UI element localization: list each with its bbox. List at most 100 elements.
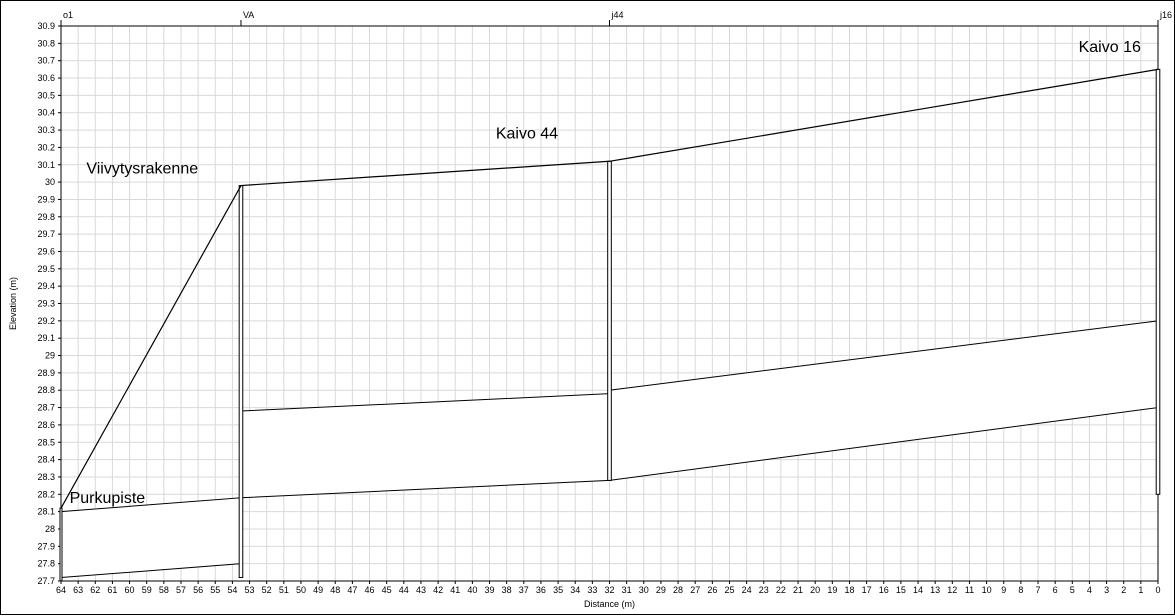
y-tick-label: 30.2	[37, 142, 55, 152]
x-tick-label: 35	[553, 585, 563, 595]
x-tick-label: 57	[176, 585, 186, 595]
y-tick-label: 28.8	[37, 385, 55, 395]
pipe	[61, 498, 241, 578]
x-tick-label: 50	[296, 585, 306, 595]
x-tick-label: 22	[776, 585, 786, 595]
y-tick-label: 28.2	[37, 489, 55, 499]
annotation: Kaivo 16	[1079, 39, 1141, 56]
y-tick-label: 29.2	[37, 316, 55, 326]
x-tick-label: 48	[330, 585, 340, 595]
x-tick-label: 24	[742, 585, 752, 595]
x-tick-label: 15	[896, 585, 906, 595]
y-tick-label: 29.6	[37, 246, 55, 256]
y-tick-label: 28.7	[37, 403, 55, 413]
x-tick-label: 6	[1053, 585, 1058, 595]
x-tick-label: 33	[587, 585, 597, 595]
y-tick-label: 29.7	[37, 229, 55, 239]
x-tick-label: 49	[313, 585, 323, 595]
x-tick-label: 25	[724, 585, 734, 595]
x-tick-label: 54	[227, 585, 237, 595]
top-marker-label: o1	[63, 10, 73, 20]
y-tick-label: 28.3	[37, 472, 55, 482]
x-tick-label: 18	[844, 585, 854, 595]
x-tick-label: 26	[707, 585, 717, 595]
x-tick-label: 60	[125, 585, 135, 595]
annotation: Purkupiste	[70, 490, 146, 507]
x-tick-label: 23	[759, 585, 769, 595]
y-tick-label: 27.9	[37, 541, 55, 551]
node-j44	[608, 161, 612, 480]
x-tick-label: 3	[1104, 585, 1109, 595]
x-tick-label: 16	[879, 585, 889, 595]
node-o1	[60, 508, 62, 581]
x-tick-label: 28	[673, 585, 683, 595]
y-tick-label: 30	[45, 177, 55, 187]
x-tick-label: 31	[622, 585, 632, 595]
x-tick-label: 41	[450, 585, 460, 595]
x-tick-label: 63	[73, 585, 83, 595]
y-tick-label: 28.4	[37, 455, 55, 465]
x-tick-label: 1	[1138, 585, 1143, 595]
y-tick-label: 29.4	[37, 281, 55, 291]
top-marker-label: VA	[243, 10, 254, 20]
profile-chart: 27.727.827.92828.128.228.328.428.528.628…	[1, 1, 1175, 616]
x-tick-label: 19	[827, 585, 837, 595]
annotation: Kaivo 44	[496, 126, 558, 143]
x-tick-label: 21	[793, 585, 803, 595]
x-tick-label: 46	[365, 585, 375, 595]
x-tick-label: 44	[399, 585, 409, 595]
x-tick-label: 30	[639, 585, 649, 595]
y-tick-label: 29.8	[37, 212, 55, 222]
top-marker-label: j16	[1159, 10, 1172, 20]
x-tick-label: 59	[142, 585, 152, 595]
x-tick-label: 7	[1036, 585, 1041, 595]
x-tick-label: 47	[347, 585, 357, 595]
x-tick-label: 43	[416, 585, 426, 595]
x-tick-label: 17	[862, 585, 872, 595]
x-tick-label: 2	[1121, 585, 1126, 595]
x-tick-label: 10	[982, 585, 992, 595]
x-tick-label: 29	[656, 585, 666, 595]
x-tick-label: 32	[604, 585, 614, 595]
y-tick-label: 30.5	[37, 90, 55, 100]
y-tick-label: 29.5	[37, 264, 55, 274]
x-tick-label: 14	[913, 585, 923, 595]
y-tick-label: 29.9	[37, 194, 55, 204]
x-tick-label: 0	[1155, 585, 1160, 595]
y-tick-label: 30.4	[37, 108, 55, 118]
x-tick-label: 34	[570, 585, 580, 595]
y-tick-label: 30.6	[37, 73, 55, 83]
annotation: Viivytysrakenne	[86, 160, 198, 177]
x-tick-label: 8	[1018, 585, 1023, 595]
x-tick-label: 36	[536, 585, 546, 595]
node-j16	[1156, 69, 1160, 494]
x-tick-label: 45	[382, 585, 392, 595]
x-tick-label: 12	[947, 585, 957, 595]
x-tick-label: 5	[1070, 585, 1075, 595]
y-tick-label: 28.6	[37, 420, 55, 430]
chart-frame: { "chart": { "type": "profile", "width":…	[0, 0, 1175, 615]
x-tick-label: 4	[1087, 585, 1092, 595]
x-tick-label: 39	[485, 585, 495, 595]
x-tick-label: 52	[262, 585, 272, 595]
y-tick-label: 30.8	[37, 38, 55, 48]
y-tick-label: 30.9	[37, 21, 55, 31]
x-tick-label: 53	[245, 585, 255, 595]
x-tick-label: 55	[210, 585, 220, 595]
x-tick-label: 13	[930, 585, 940, 595]
pipe	[241, 394, 610, 498]
y-tick-label: 30.1	[37, 160, 55, 170]
x-tick-label: 27	[690, 585, 700, 595]
x-tick-label: 61	[107, 585, 117, 595]
x-axis-label: Distance (m)	[584, 599, 635, 609]
node-VA	[239, 186, 243, 578]
x-tick-label: 40	[467, 585, 477, 595]
y-tick-label: 28	[45, 524, 55, 534]
y-tick-label: 29	[45, 351, 55, 361]
y-tick-label: 28.9	[37, 368, 55, 378]
y-tick-label: 29.1	[37, 333, 55, 343]
y-tick-label: 27.7	[37, 576, 55, 586]
x-tick-label: 37	[519, 585, 529, 595]
y-tick-label: 29.3	[37, 299, 55, 309]
x-tick-label: 51	[279, 585, 289, 595]
